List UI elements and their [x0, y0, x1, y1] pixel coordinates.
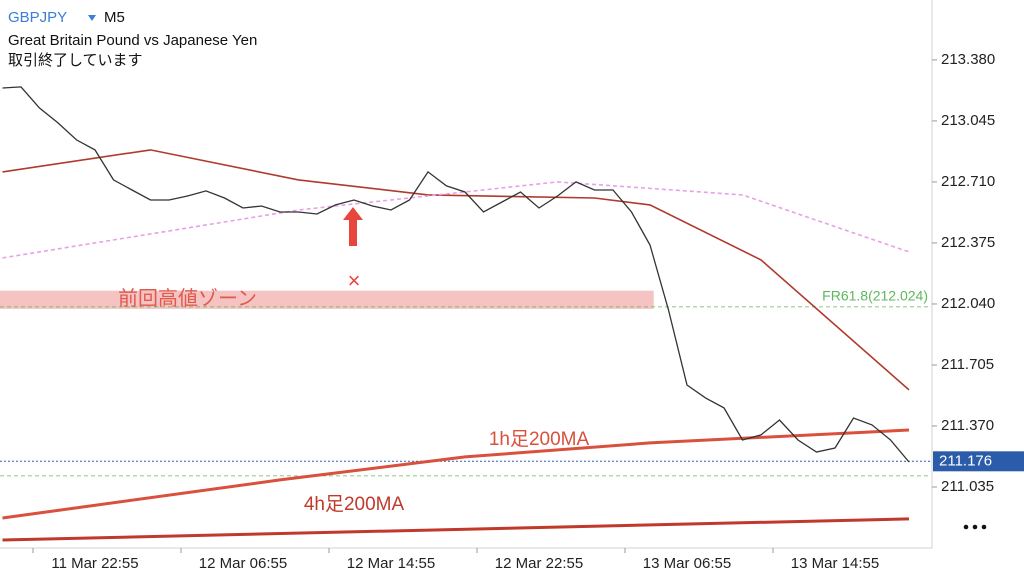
zone [0, 290, 654, 309]
timeframe: M5 [104, 9, 125, 26]
ma-label: 4h足200MA [304, 494, 405, 515]
x-tick-label: 13 Mar 14:55 [791, 555, 879, 572]
dot[interactable] [981, 524, 987, 530]
x-tick-label: 11 Mar 22:55 [51, 555, 138, 572]
market-status: 取引終了しています [8, 52, 143, 69]
dropdown-icon[interactable] [88, 15, 96, 21]
zone-label: 前回高値ゾーン [118, 287, 257, 310]
instrument-name: Great Britain Pound vs Japanese Yen [8, 32, 257, 49]
symbol: GBPJPY [8, 9, 67, 26]
moving-average [2, 517, 910, 542]
arrow-up [343, 207, 363, 246]
ma-label: 1h足200MA [489, 429, 590, 450]
plot-area: 前回高値ゾーン FR61.8(212.024) 1h足200MA 4h足200MA [0, 86, 930, 542]
y-tick-label: 212.040 [941, 295, 995, 312]
cross-marker: × [348, 268, 361, 293]
y-tick-label: 211.035 [941, 478, 994, 495]
y-tick-label: 211.370 [941, 417, 994, 434]
current-price-box [933, 451, 1024, 472]
x-tick-label: 12 Mar 14:55 [347, 555, 435, 572]
y-tick-label: 212.710 [941, 173, 995, 190]
dot[interactable] [972, 524, 978, 530]
x-tick-label: 12 Mar 06:55 [199, 555, 287, 572]
y-tick-label: 212.375 [941, 234, 995, 251]
more-menu[interactable] [963, 524, 987, 530]
current-price-label: 211.176 [939, 452, 992, 469]
y-tick-label: 213.045 [941, 112, 995, 129]
price-line [2, 86, 910, 463]
moving-average [2, 181, 910, 259]
dot[interactable] [963, 524, 969, 530]
y-tick-label: 211.705 [941, 356, 994, 373]
moving-average [2, 428, 910, 520]
x-tick-label: 13 Mar 06:55 [643, 555, 731, 572]
x-tick-label: 12 Mar 22:55 [495, 555, 583, 572]
y-tick-label: 213.380 [941, 51, 995, 68]
fibo-label: FR61.8(212.024) [822, 288, 928, 304]
